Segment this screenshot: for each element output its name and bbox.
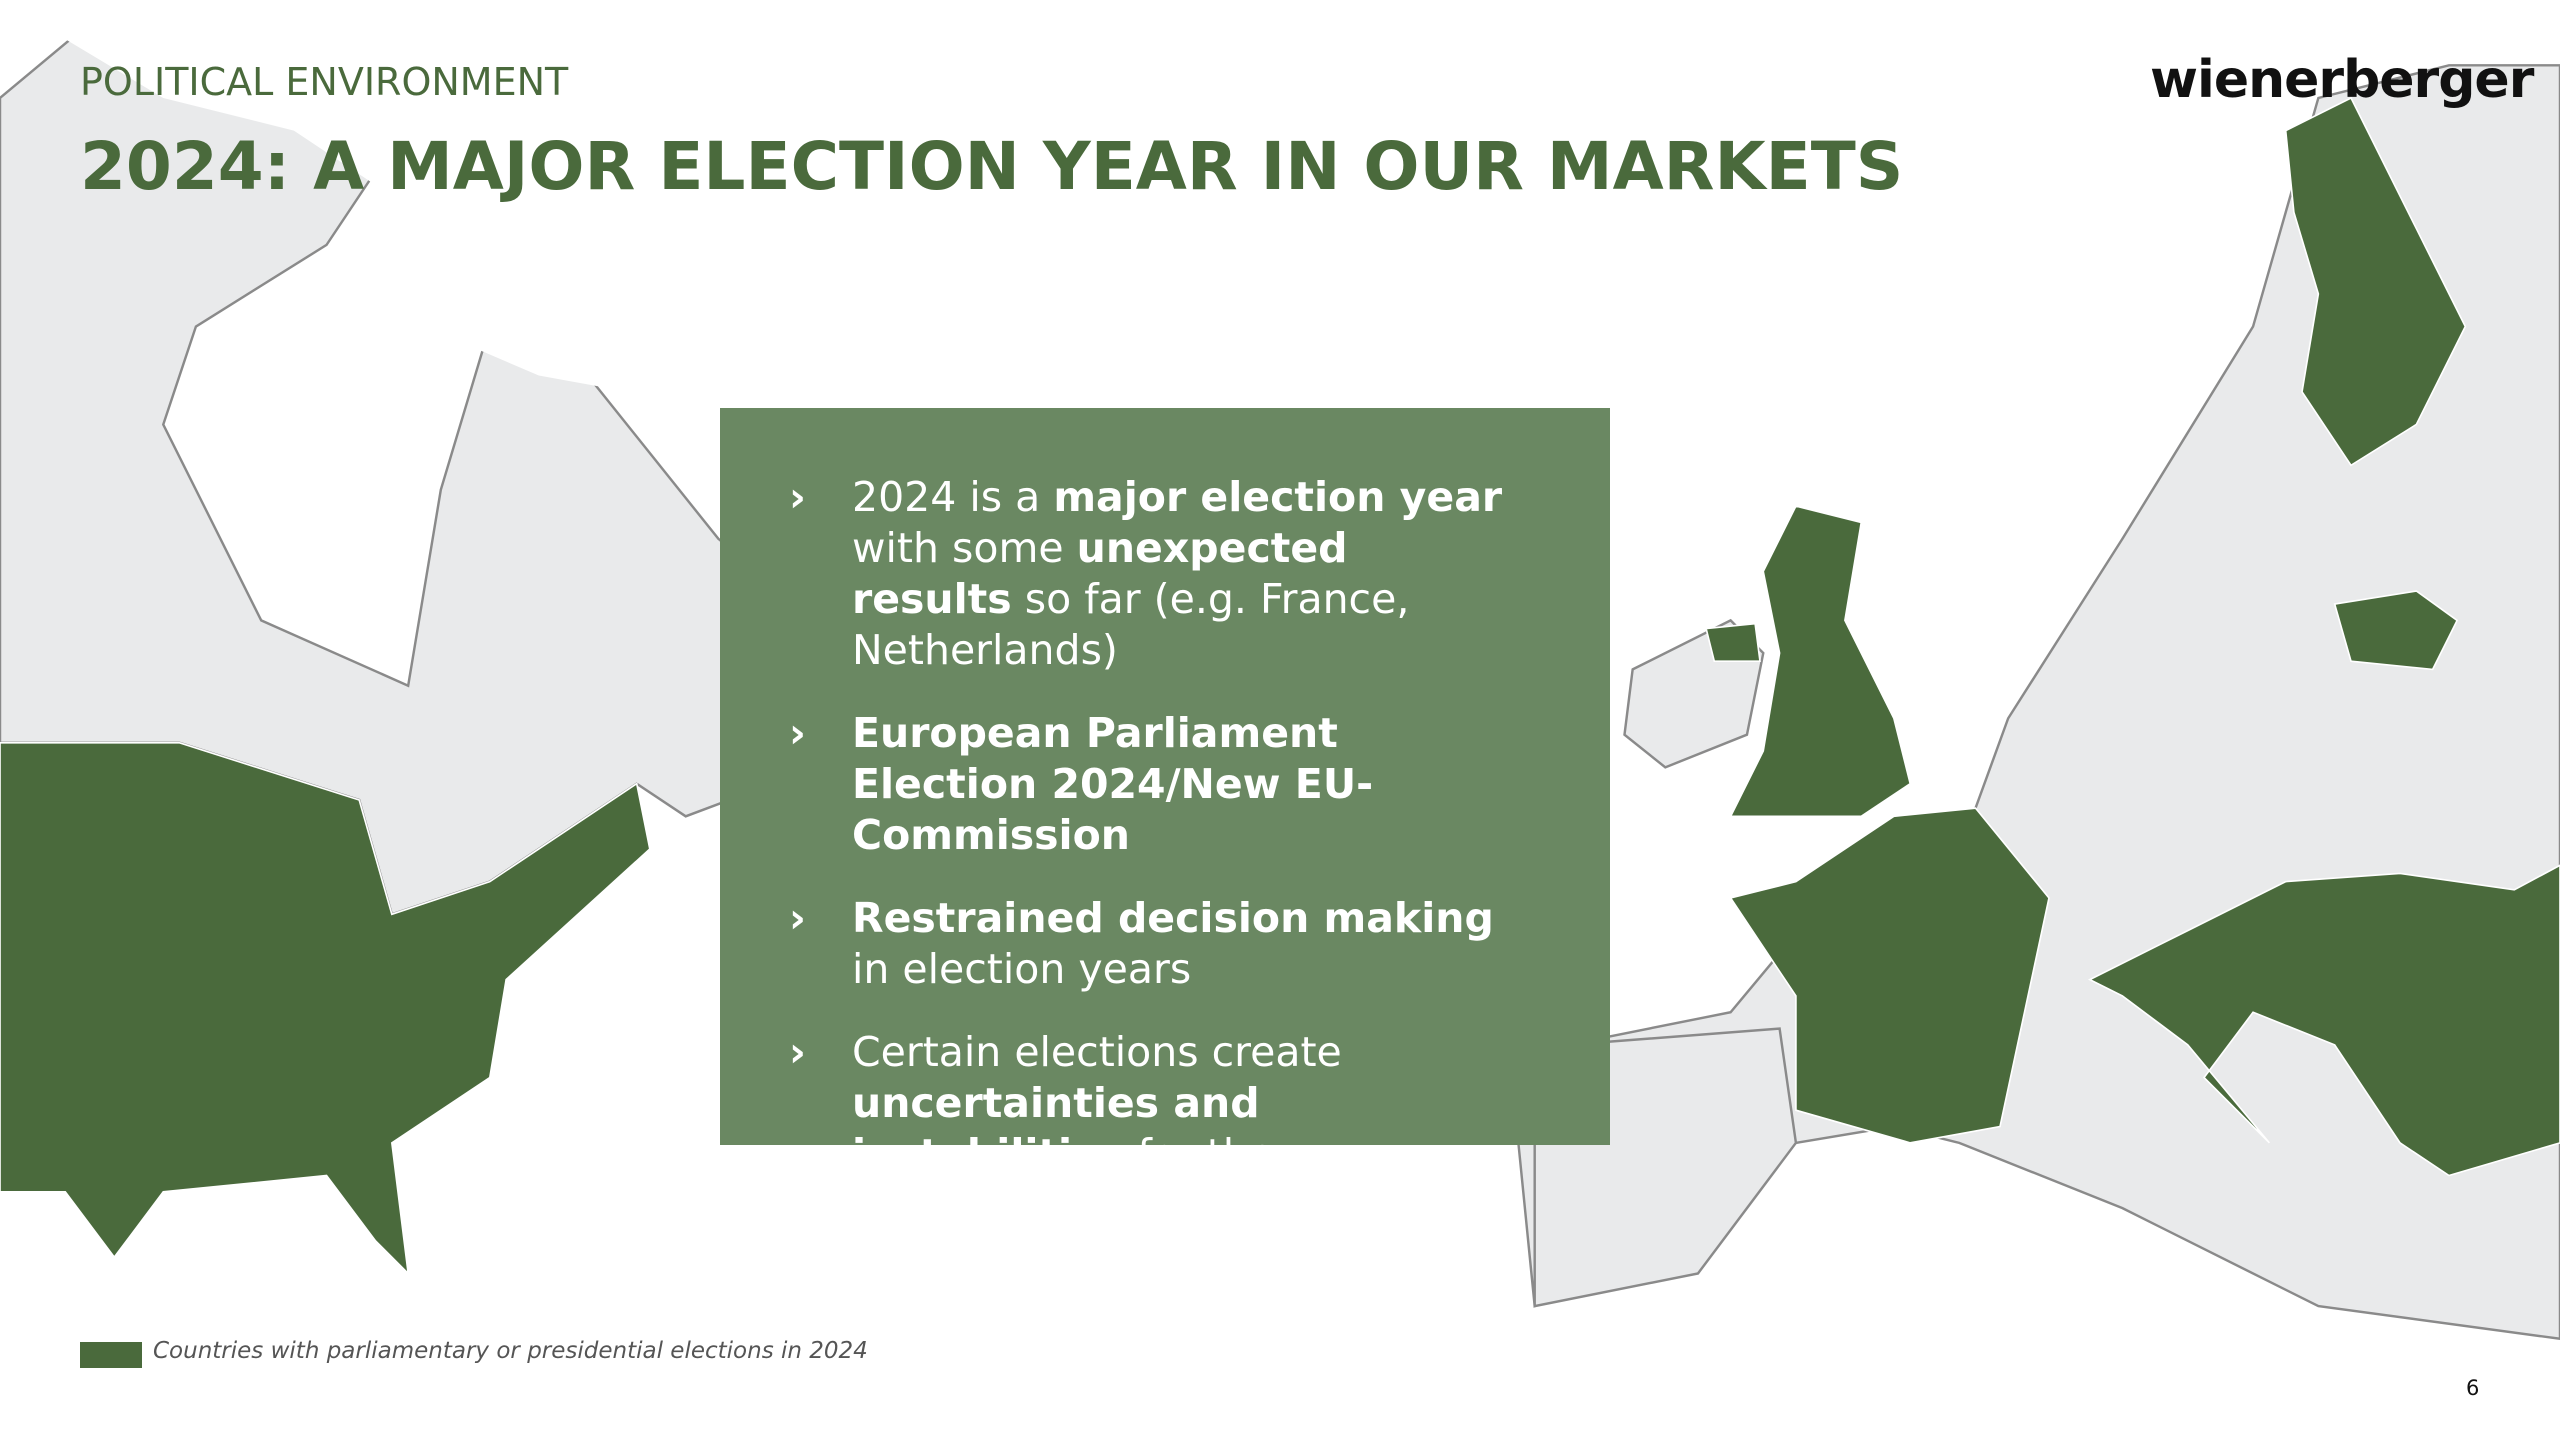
bullet-text: 2024 is a (852, 473, 1054, 521)
chevron: › (789, 1028, 806, 1076)
chevron: › (789, 709, 806, 757)
bullet-text: European Parliament Election 2024/New EU… (852, 709, 1374, 859)
bullet-text: major election year (1053, 473, 1503, 521)
legend-text: Countries with parliamentary or presiden… (153, 1338, 868, 1364)
legend-swatch (80, 1342, 142, 1368)
uk (1729, 505, 1912, 818)
bullet: › 2024 is a major election year with some… (789, 472, 1509, 676)
finland (2284, 96, 2467, 467)
bullet-text: so far (e.g. France, Netherlands) (852, 575, 1410, 674)
text-box: › 2024 is a major election year with some… (720, 408, 1610, 1229)
usa (0, 742, 651, 1276)
bullet-list: › 2024 is a major election year with some… (789, 472, 1509, 1263)
bullet-text: Certain elections create (852, 1028, 1342, 1076)
slide-title: 2024: A MAJOR ELECTION YEAR IN OUR MARKE… (80, 128, 1904, 205)
bullet-text: in election years (852, 945, 1192, 993)
chevron: › (789, 473, 806, 521)
chevron: › (789, 894, 806, 942)
bullet-text: uncertainties and instabilities (852, 1079, 1260, 1178)
bullet-text: Restrained decision making (852, 894, 1494, 942)
greenland (0, 0, 719, 409)
section-label: POLITICAL ENVIRONMENT (80, 60, 569, 104)
logo: wienerberger (2150, 50, 2534, 110)
central-europe (2087, 864, 2560, 1177)
bullet-text: with some (852, 524, 1077, 572)
bullet-text: unexpected results (852, 524, 1348, 623)
bullet: › Restrained decision making in election … (789, 893, 1509, 995)
bullet-text: for the construction sector (852, 1130, 1275, 1229)
lithuania (2333, 590, 2459, 671)
bullet: › European Parliament Election 2024/New E… (789, 708, 1509, 861)
page-number: 6 (2466, 1376, 2480, 1400)
france (1729, 807, 2050, 1144)
northern-ireland (1705, 622, 1761, 663)
bullet: › Certain elections create uncertainties … (789, 1027, 1509, 1231)
